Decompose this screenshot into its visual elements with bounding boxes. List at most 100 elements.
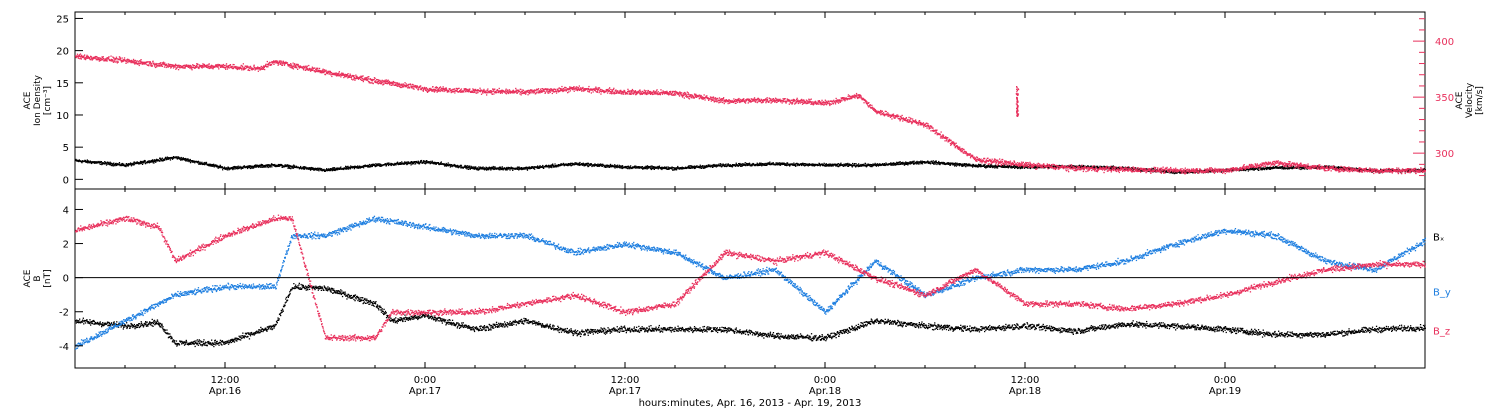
data-point-density [512, 170, 513, 171]
data-point-velocity [113, 58, 114, 59]
data-point-density [461, 165, 462, 166]
data-point-density [651, 169, 652, 170]
data-point-velocity [186, 64, 187, 65]
data-point-velocity [116, 57, 117, 58]
data-point-density [736, 163, 737, 164]
data-point-density [112, 165, 113, 166]
data-point-density [764, 163, 765, 164]
data-point-density [865, 163, 866, 164]
data-point-velocity [108, 56, 109, 57]
data-point-density [420, 162, 421, 163]
data-point-velocity [198, 68, 199, 69]
data-point-velocity [163, 62, 164, 63]
data-point-velocity [190, 65, 191, 66]
data-point-velocity [84, 54, 85, 55]
data-point-velocity [135, 60, 136, 61]
data-point-velocity [207, 64, 208, 65]
data-point-density [973, 164, 974, 165]
data-point-density [1300, 169, 1301, 170]
data-point-velocity [127, 62, 128, 63]
data-point-velocity [152, 61, 153, 62]
data-point-density [347, 166, 348, 167]
data-point-density [441, 161, 442, 162]
data-point-velocity [218, 66, 219, 67]
data-point-density [303, 166, 304, 167]
data-point-density [965, 166, 966, 167]
data-point-velocity [123, 60, 124, 61]
data-point-density [294, 165, 295, 166]
data-point-density [1014, 165, 1015, 166]
data-point-density [179, 157, 180, 158]
data-point-density [914, 161, 915, 162]
data-point-density [1264, 169, 1265, 170]
data-point-density [795, 166, 796, 167]
data-point-density [933, 160, 934, 161]
data-point-density [984, 164, 985, 165]
data-point-density [108, 162, 109, 163]
data-point-density [1292, 168, 1293, 169]
data-point-density [363, 167, 364, 168]
data-marks [75, 53, 1426, 350]
data-point-density [201, 162, 202, 163]
data-point-density [113, 163, 114, 164]
data-point-velocity [164, 62, 165, 63]
data-point-density [551, 167, 552, 168]
data-point-density [720, 164, 721, 165]
data-point-velocity [168, 64, 169, 65]
data-point-density [206, 162, 207, 163]
data-point-density [824, 163, 825, 164]
data-point-density [725, 166, 726, 167]
data-point-density [287, 166, 288, 167]
data-point-density [950, 165, 951, 166]
data-point-density [630, 165, 631, 166]
data-point-density [1258, 169, 1259, 170]
data-point-velocity [209, 63, 210, 64]
data-point-velocity [150, 61, 151, 62]
data-point-velocity [113, 62, 114, 63]
data-point-density [242, 168, 243, 169]
data-point-density [890, 162, 891, 163]
data-point-density [271, 166, 272, 167]
data-point-velocity [169, 66, 170, 67]
data-point-density [858, 163, 859, 164]
data-point-velocity [106, 59, 107, 60]
data-point-density [375, 163, 376, 164]
data-point-velocity [162, 66, 163, 67]
data-point-density [919, 163, 920, 164]
data-point-velocity [126, 61, 127, 62]
data-point-density [933, 164, 934, 165]
data-point-density [840, 163, 841, 164]
data-point-density [1014, 168, 1015, 169]
data-point-density [610, 164, 611, 165]
data-point-velocity [166, 67, 167, 68]
data-point-density [852, 163, 853, 164]
data-point-velocity [208, 66, 209, 67]
data-point-velocity [105, 58, 106, 59]
data-point-density [527, 170, 528, 171]
data-point-density [1293, 166, 1294, 167]
data-point-density [918, 163, 919, 164]
data-point-velocity [208, 67, 209, 68]
data-point-density [1253, 170, 1254, 171]
data-point-density [701, 168, 702, 169]
data-point-density [912, 161, 913, 162]
data-point-density [478, 166, 479, 167]
data-point-density [448, 162, 449, 163]
data-point-density [502, 166, 503, 167]
data-point-density [438, 162, 439, 163]
data-point-density [590, 165, 591, 166]
data-point-density [198, 161, 199, 162]
data-point-velocity [138, 63, 139, 64]
data-point-velocity [160, 65, 161, 66]
data-point-density [1083, 165, 1084, 166]
data-point-density [930, 163, 931, 164]
data-point-density [554, 163, 555, 164]
data-point-velocity [140, 61, 141, 62]
data-point-density [333, 167, 334, 168]
data-point-density [533, 166, 534, 167]
data-point-density [622, 165, 623, 166]
data-point-density [468, 169, 469, 170]
data-point-density [289, 168, 290, 169]
data-point-density [493, 166, 494, 167]
data-point-density [334, 167, 335, 168]
